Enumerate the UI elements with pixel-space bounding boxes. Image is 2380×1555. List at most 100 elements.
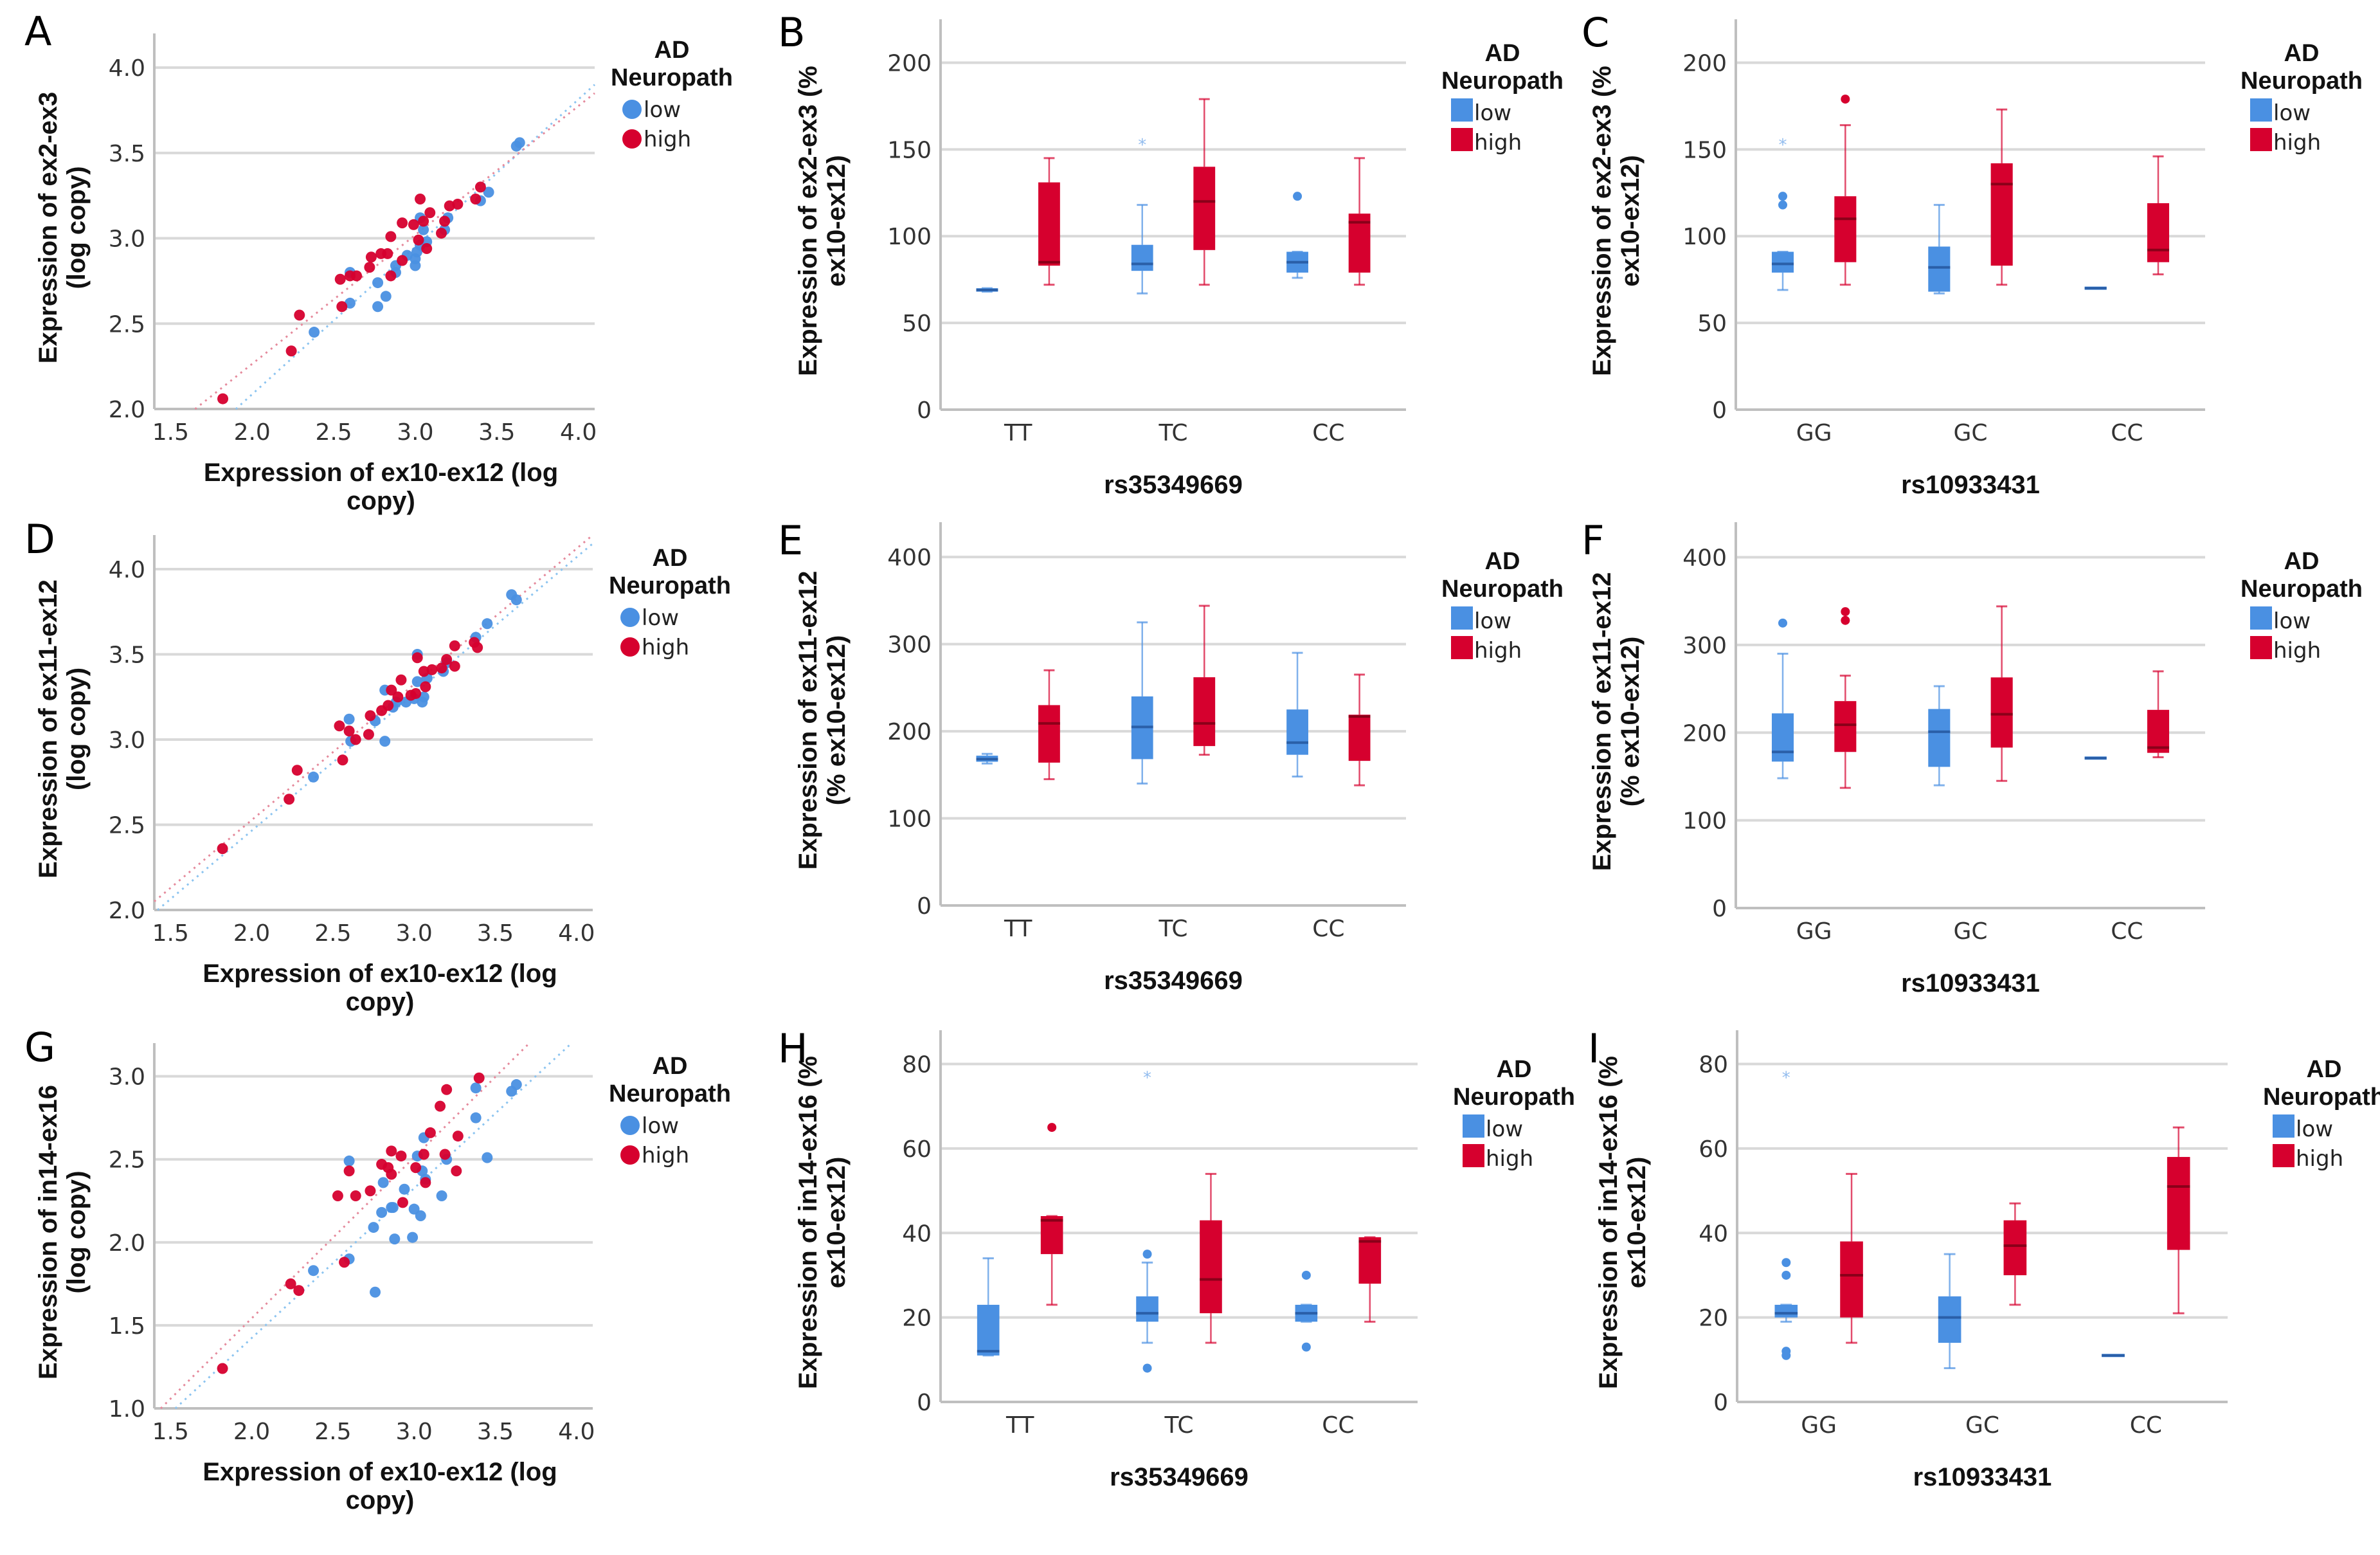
data-point-high xyxy=(397,255,408,266)
data-point-high xyxy=(365,251,377,263)
legend-label-high: high xyxy=(2273,130,2321,156)
box-low-gc xyxy=(1928,204,1951,295)
box-high-gc xyxy=(1990,108,2013,286)
box-iqr xyxy=(1938,1296,1961,1343)
box-iqr xyxy=(1990,163,2013,266)
x-tick-label: CC xyxy=(1312,916,1344,942)
data-point-high xyxy=(285,1278,296,1289)
data-point-low xyxy=(380,291,392,302)
data-point-low xyxy=(387,1202,399,1214)
data-point-low xyxy=(514,137,525,149)
x-tick-label: GC xyxy=(1965,1412,1999,1439)
data-point-low xyxy=(308,771,320,783)
box-iqr xyxy=(1200,1220,1222,1314)
y-axis-title-line1: Expression of ex2-ex3 (% xyxy=(1588,66,1616,376)
x-tick-label: GG xyxy=(1796,918,1832,945)
legend-swatch-high xyxy=(2250,128,2272,151)
data-point-high xyxy=(332,1190,343,1202)
y-tick-label: 20 xyxy=(902,1305,932,1332)
box-low-cc xyxy=(1286,651,1308,778)
legend-title: AD xyxy=(1497,1056,1532,1083)
y-tick-label: 80 xyxy=(1699,1052,1728,1078)
x-tick-label: 2.0 xyxy=(234,419,271,446)
box-high-gg xyxy=(1840,1172,1863,1344)
legend-swatch-high xyxy=(1451,636,1473,659)
x-tick-label: 1.5 xyxy=(152,419,189,446)
x-axis-title: rs35349669 xyxy=(1104,471,1243,499)
data-point-low xyxy=(436,1190,447,1202)
y-axis-title: Expression of ex2-ex3 (% ex10-ex12) xyxy=(794,66,851,376)
data-point-low xyxy=(399,1183,410,1195)
x-axis-title: rs35349669 xyxy=(1110,1463,1249,1491)
y-axis-title: Expression of ex2-ex3 (log copy) xyxy=(34,92,91,363)
data-point-low xyxy=(510,594,522,606)
y-tick-label: 2.5 xyxy=(109,311,145,338)
data-point-low xyxy=(308,1265,320,1277)
data-point-high xyxy=(365,1185,376,1197)
x-axis-title: rs10933431 xyxy=(1901,471,2040,499)
legend-title: AD xyxy=(2284,548,2320,575)
legend-label-low: low xyxy=(1486,1116,1523,1142)
box-high-tc xyxy=(1200,1172,1222,1344)
outlier-point xyxy=(1781,1350,1791,1360)
box-high-tt xyxy=(1040,1123,1063,1306)
outlier-point xyxy=(1778,200,1787,210)
legend-label-low: low xyxy=(1474,608,1511,634)
box-high-cc xyxy=(2147,670,2170,758)
data-point-high xyxy=(397,217,408,229)
data-point-high xyxy=(420,1177,431,1188)
box-high-gc xyxy=(2003,1202,2027,1306)
data-point-high xyxy=(386,1169,397,1180)
box-low-gg xyxy=(1771,618,1794,779)
y-tick-label: 80 xyxy=(902,1052,932,1078)
box-iqr xyxy=(1928,709,1951,767)
x-axis-title-line1: Expression of ex10-ex12 (log xyxy=(204,459,558,487)
legend-marker-low xyxy=(622,100,642,119)
box-iqr xyxy=(1038,705,1060,763)
x-tick-label: 2.0 xyxy=(233,1419,270,1445)
data-point-high xyxy=(418,666,429,677)
legend-title: Neuropath xyxy=(611,64,733,91)
data-point-high xyxy=(470,193,482,205)
box-low-tt xyxy=(976,287,998,293)
fit-line-high xyxy=(194,92,595,410)
x-tick-label: 3.0 xyxy=(396,1419,433,1445)
x-axis-title-line2: copy) xyxy=(346,988,415,1016)
box-low-gg: * xyxy=(1771,136,1794,291)
legend-swatch-high xyxy=(2273,1144,2294,1167)
legend-swatch-low xyxy=(1451,98,1473,122)
box-iqr xyxy=(1136,1296,1158,1322)
panel-letter: H xyxy=(778,1025,808,1072)
box-iqr xyxy=(1348,714,1371,761)
legend-title: Neuropath xyxy=(609,1080,731,1107)
data-point-high xyxy=(294,309,305,321)
y-axis-title-line1: Expression of in14-ex16 (% xyxy=(794,1056,822,1389)
data-point-high xyxy=(439,215,451,227)
box-high-gg xyxy=(1834,95,1857,286)
legend-swatch-low xyxy=(2250,606,2272,630)
data-point-high xyxy=(395,1150,407,1162)
chart-a: A 2.0 2.5 3.0 3.5 4.0 Expression of ex2-ex3 (lo… xyxy=(24,8,733,515)
data-point-high xyxy=(365,710,376,722)
y-tick-label: 2.5 xyxy=(109,813,145,839)
box-iqr xyxy=(1771,713,1794,762)
outlier-point xyxy=(1293,192,1303,201)
x-axis-title: rs35349669 xyxy=(1104,967,1243,995)
data-point-high xyxy=(392,691,404,703)
legend-title: AD xyxy=(654,37,690,64)
legend-label-high: high xyxy=(642,1143,689,1169)
box-low-cc xyxy=(2084,286,2107,290)
y-tick-label: 3.0 xyxy=(109,727,145,754)
legend-title: Neuropath xyxy=(609,572,731,599)
x-tick-label: 3.5 xyxy=(478,419,515,446)
box-low-cc xyxy=(2084,756,2107,760)
y-tick-label: 200 xyxy=(887,719,932,745)
box-low-tc xyxy=(1131,621,1153,785)
box-high-tc xyxy=(1193,98,1216,286)
chart-f: F 0 100 200 300 400 Expression of ex11-ex12 (% … xyxy=(1582,517,2363,997)
